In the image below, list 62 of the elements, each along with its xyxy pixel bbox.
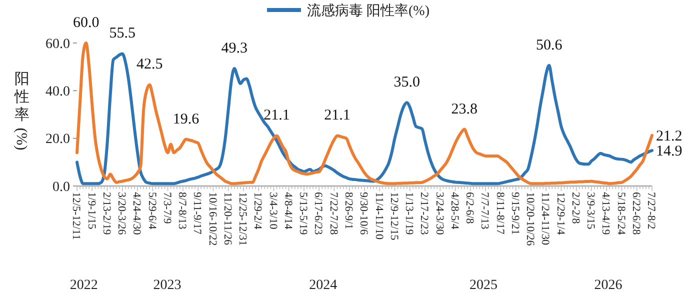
text: 2022 [70, 278, 98, 293]
x-tick-label: 6/17-6/23 [312, 192, 324, 236]
x-tick-label: 8/7-8/13 [176, 192, 188, 230]
x-tick-label: 9/11-9/17 [191, 192, 204, 235]
x-tick-label: 11/24-11/30 [539, 192, 552, 246]
x-tick-label: 8/26-9/1 [342, 192, 355, 230]
y-axis-title: 阳性率(%) [12, 71, 30, 150]
data-label: 21.1 [324, 108, 350, 124]
y-tick-label: 20.0 [46, 132, 70, 148]
x-tick-label: 7/3-7/9 [160, 192, 173, 224]
text: 2025 [470, 278, 498, 293]
data-label: 55.5 [109, 26, 136, 42]
x-tick-label: 10/16-10/22 [206, 192, 218, 246]
x-tick-label: 11/4-11/10 [372, 192, 385, 240]
text: 2026 [594, 278, 622, 293]
x-tick-label: 1/9-1/15 [85, 192, 98, 230]
legend-label: 流感病毒 阳性率(%) [307, 2, 430, 19]
x-tick-label: 10/20-10/26 [524, 192, 536, 246]
data-label: 35.0 [394, 74, 420, 91]
x-tick-label: 6/22-6/28 [630, 192, 642, 236]
x-tick-label: 12/5-12/11 [70, 192, 82, 240]
x-tick-label: 4/24-4/30 [130, 192, 143, 236]
x-tick-label: 3/9-3/15 [584, 192, 597, 230]
x-tick-label: 4/13-4/19 [600, 192, 612, 236]
data-label: 21.1 [264, 108, 290, 124]
data-label: 14.9 [656, 144, 682, 160]
data-label: 21.2 [656, 128, 682, 145]
x-tick-label: 12/25-12/31 [236, 192, 249, 246]
x-tick-label: 1/13-1/19 [403, 192, 416, 236]
x-tick-label: 7/22-7/28 [327, 192, 340, 236]
x-tick-label: 4/8-4/14 [282, 192, 294, 230]
x-tick-label: 12/9-12/15 [388, 192, 400, 241]
x-tick-label: 5/13-5/19 [297, 192, 310, 236]
x-tick-label: 5/29-6/4 [146, 192, 158, 230]
x-tick-label: 9/15-9/21 [508, 192, 521, 235]
x-tick-label: 5/18-5/24 [614, 192, 627, 236]
x-tick-label: 4/28-5/4 [448, 192, 460, 230]
x-tick-label: 3/20-3/26 [116, 192, 128, 236]
x-tick-label: 6/2-6/8 [464, 192, 476, 224]
x-tick-label: 7/27-8/2 [645, 192, 658, 230]
x-tick-label: 9/30-10/6 [358, 192, 370, 236]
y-tick-label: 40.0 [46, 84, 70, 100]
x-tick-label: 3/4-3/10 [266, 192, 279, 230]
x-tick-label: 3/24-3/30 [433, 192, 446, 236]
x-tick-label: 7/7-7/13 [478, 192, 491, 230]
x-tick-label: 11/20-11/26 [221, 192, 234, 246]
x-tick-label: 1/29-2/4 [252, 192, 264, 230]
y-tick-label: 0.0 [52, 180, 70, 195]
text: 2024 [309, 278, 338, 293]
data-label: 19.6 [172, 111, 200, 128]
x-tick-label: 2/2-2/8 [569, 192, 582, 224]
data-label: 42.5 [136, 56, 163, 73]
x-tick-label: 12/29-1/4 [554, 192, 566, 236]
text: 2023 [153, 278, 182, 293]
data-label: 50.6 [536, 37, 563, 54]
x-tick-label: 2/13-2/19 [100, 192, 112, 236]
y-tick-label: 60.0 [46, 36, 70, 52]
data-label: 60.0 [72, 15, 100, 31]
data-label: 49.3 [221, 40, 248, 56]
data-label: 23.8 [451, 101, 478, 118]
x-tick-label: 8/11-8/17 [494, 192, 506, 235]
x-tick-label: 2/17-2/23 [418, 192, 430, 236]
